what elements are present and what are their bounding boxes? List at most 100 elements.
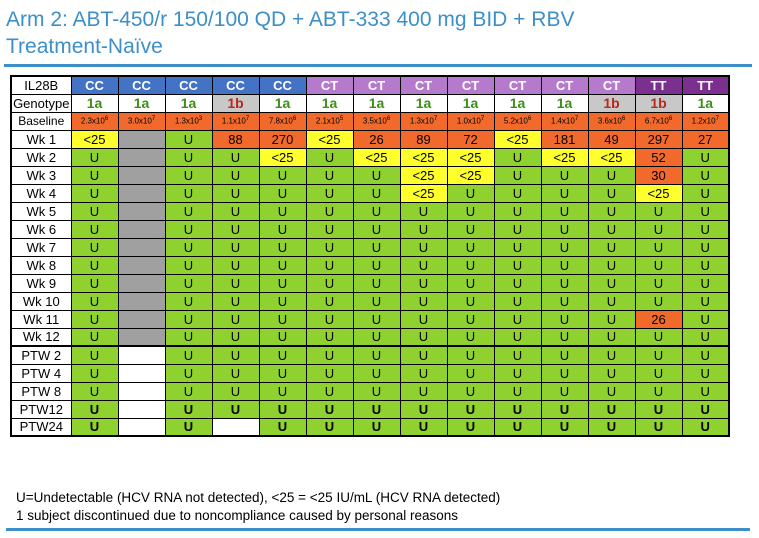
table-row: Wk 4 U U U U U U <25 U U U U <25 U bbox=[10, 183, 730, 203]
result-cell: U bbox=[493, 363, 542, 383]
result-cell: U bbox=[587, 345, 636, 365]
result-cell: U bbox=[70, 363, 119, 383]
result-cell: 181 bbox=[540, 129, 589, 149]
genotype-cell: 1b bbox=[634, 93, 683, 113]
empty-cell bbox=[117, 147, 166, 167]
baseline-mantissa: 3.5x10 bbox=[362, 116, 387, 126]
result-cell: 72 bbox=[446, 129, 495, 149]
result-cell: U bbox=[540, 327, 589, 347]
result-cell: U bbox=[211, 147, 260, 167]
baseline-cell: 6.7x106 bbox=[634, 111, 683, 131]
result-cell: U bbox=[446, 291, 495, 311]
result-cell: U bbox=[493, 183, 542, 203]
result-cell: U bbox=[540, 237, 589, 257]
result-cell: U bbox=[587, 219, 636, 239]
result-cell: U bbox=[399, 237, 448, 257]
row-label: Wk 10 bbox=[10, 291, 72, 311]
empty-cell bbox=[117, 417, 166, 437]
row-label: PTW24 bbox=[10, 417, 72, 437]
slide-title: Arm 2: ABT-450/r 150/100 QD + ABT-333 40… bbox=[6, 6, 751, 60]
empty-cell bbox=[117, 291, 166, 311]
il28b-cell: CT bbox=[587, 75, 636, 95]
il28b-cell: CT bbox=[399, 75, 448, 95]
baseline-cell: 1.2x107 bbox=[681, 111, 730, 131]
result-cell: 88 bbox=[211, 129, 260, 149]
empty-cell bbox=[117, 129, 166, 149]
baseline-exponent: 6 bbox=[668, 116, 673, 123]
result-cell: U bbox=[681, 327, 730, 347]
result-cell: U bbox=[446, 183, 495, 203]
baseline-mantissa: 1.3x10 bbox=[409, 116, 434, 126]
baseline-exponent: 7 bbox=[715, 116, 719, 123]
row-label: Wk 1 bbox=[10, 129, 72, 149]
footnote-legend: U=Undetectable (HCV RNA not detected), <… bbox=[16, 490, 501, 505]
result-cell: 297 bbox=[634, 129, 683, 149]
baseline-exponent: 6 bbox=[104, 116, 109, 123]
genotype-cell: 1a bbox=[540, 93, 589, 113]
baseline-cell: 3.6x106 bbox=[587, 111, 636, 131]
baseline-mantissa: 1.1x10 bbox=[221, 116, 246, 126]
result-cell: U bbox=[540, 291, 589, 311]
row-label: PTW 4 bbox=[10, 363, 72, 383]
baseline-mantissa: 6.7x10 bbox=[644, 116, 669, 126]
row-label: Wk 3 bbox=[10, 165, 72, 185]
result-cell: U bbox=[258, 201, 307, 221]
result-cell: U bbox=[352, 183, 401, 203]
result-cell: U bbox=[399, 219, 448, 239]
row-label: Genotype bbox=[10, 93, 72, 113]
result-cell: U bbox=[399, 345, 448, 365]
result-cell: U bbox=[587, 327, 636, 347]
result-cell: U bbox=[493, 399, 542, 419]
result-cell: U bbox=[587, 165, 636, 185]
result-cell: U bbox=[399, 291, 448, 311]
baseline-cell: 7.8x106 bbox=[258, 111, 307, 131]
baseline-cell: 1.1x107 bbox=[211, 111, 260, 131]
result-cell: U bbox=[70, 165, 119, 185]
result-cell: <25 bbox=[587, 147, 636, 167]
baseline-mantissa: 2.1x10 bbox=[315, 116, 340, 126]
row-label: Baseline bbox=[10, 111, 72, 131]
empty-cell bbox=[117, 219, 166, 239]
empty-cell bbox=[117, 327, 166, 347]
il28b-cell: CT bbox=[305, 75, 354, 95]
il28b-cell: CC bbox=[70, 75, 119, 95]
result-cell: U bbox=[493, 309, 542, 329]
result-cell: <25 bbox=[446, 165, 495, 185]
result-cell: U bbox=[70, 417, 119, 437]
result-cell: U bbox=[70, 273, 119, 293]
result-cell: 26 bbox=[352, 129, 401, 149]
result-cell: U bbox=[681, 255, 730, 275]
footnotes: U=Undetectable (HCV RNA not detected), <… bbox=[16, 489, 746, 525]
result-cell: U bbox=[634, 327, 683, 347]
genotype-cell: 1a bbox=[117, 93, 166, 113]
result-cell: U bbox=[305, 255, 354, 275]
title-line-2: Treatment-Naïve bbox=[6, 35, 163, 58]
result-cell: U bbox=[258, 309, 307, 329]
result-cell: U bbox=[211, 273, 260, 293]
result-cell: U bbox=[164, 291, 213, 311]
result-cell: U bbox=[164, 147, 213, 167]
result-cell: U bbox=[305, 345, 354, 365]
genotype-cell: 1b bbox=[211, 93, 260, 113]
result-cell: U bbox=[446, 237, 495, 257]
result-cell: U bbox=[305, 327, 354, 347]
result-cell: 49 bbox=[587, 129, 636, 149]
result-cell: U bbox=[587, 273, 636, 293]
il28b-cell: CC bbox=[164, 75, 213, 95]
result-cell: U bbox=[258, 399, 307, 419]
baseline-exponent: 7 bbox=[574, 116, 579, 123]
result-cell: U bbox=[634, 219, 683, 239]
result-cell: U bbox=[399, 273, 448, 293]
baseline-cell: 1.4x107 bbox=[540, 111, 589, 131]
result-cell: U bbox=[493, 381, 542, 401]
row-label: Wk 9 bbox=[10, 273, 72, 293]
empty-cell bbox=[117, 345, 166, 365]
result-cell: U bbox=[587, 201, 636, 221]
result-cell: U bbox=[305, 183, 354, 203]
baseline-exponent: 7 bbox=[245, 116, 250, 123]
result-cell: U bbox=[681, 183, 730, 203]
result-cell: U bbox=[352, 291, 401, 311]
result-cell: <25 bbox=[70, 129, 119, 149]
